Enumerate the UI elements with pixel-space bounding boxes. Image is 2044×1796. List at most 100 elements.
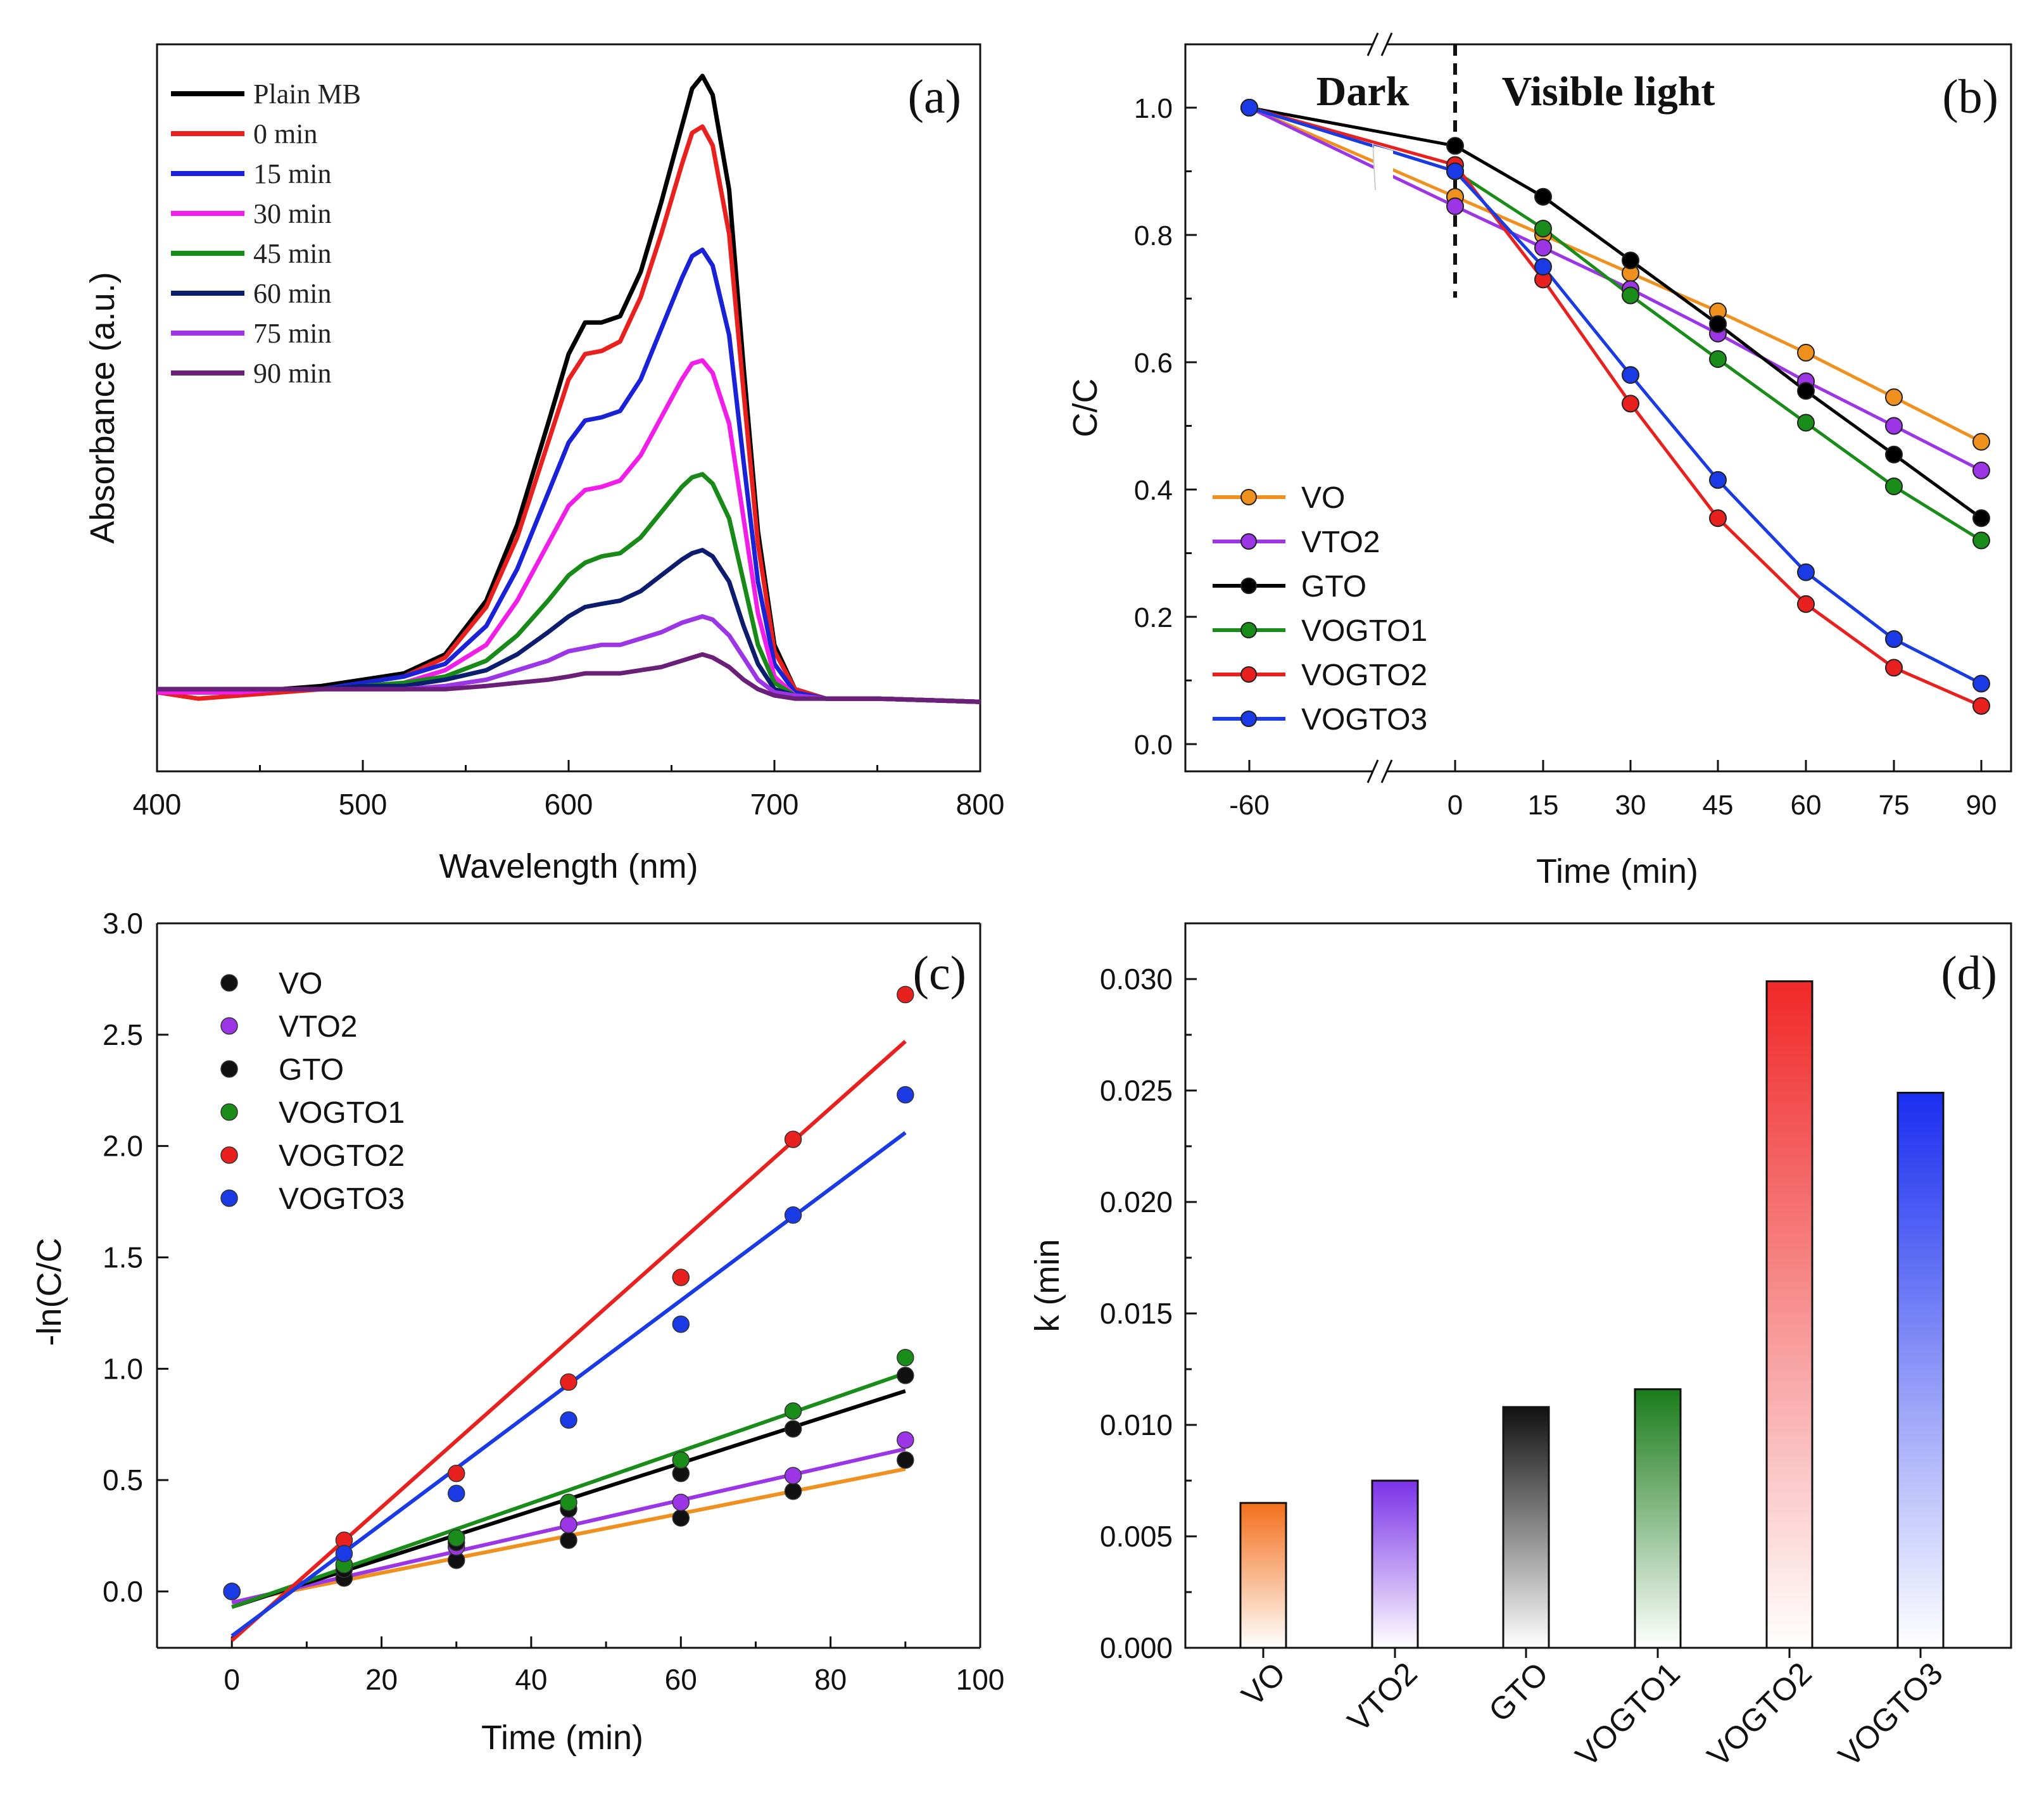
legend-label: Plain MB bbox=[253, 79, 361, 110]
legend-label: VOGTO1 bbox=[1301, 614, 1427, 648]
y-tick-label: 0.025 bbox=[1100, 1074, 1173, 1107]
data-point bbox=[1709, 509, 1727, 528]
legend-marker bbox=[220, 1017, 238, 1035]
legend-label: VO bbox=[279, 967, 322, 1001]
x-tick-label: 40 bbox=[515, 1663, 547, 1696]
panel-label: (c) bbox=[913, 947, 966, 1000]
panel-label: (b) bbox=[1942, 70, 1998, 123]
legend-label: 90 min bbox=[253, 358, 331, 389]
data-point bbox=[784, 1402, 802, 1420]
line-break-gap bbox=[1374, 146, 1393, 190]
data-point bbox=[672, 1268, 690, 1286]
legend-label: 75 min bbox=[253, 318, 331, 349]
data-point bbox=[1709, 350, 1727, 368]
data-point bbox=[1885, 477, 1903, 495]
x-tick-label: 60 bbox=[1791, 790, 1822, 821]
legend-marker bbox=[1240, 666, 1257, 683]
series-line-3 bbox=[1249, 106, 1983, 542]
legend-marker bbox=[1240, 711, 1257, 727]
data-point bbox=[1622, 395, 1639, 413]
legend-label: 60 min bbox=[253, 278, 331, 309]
x-tick-label: 90 bbox=[1966, 790, 1997, 821]
data-point bbox=[1446, 162, 1464, 180]
legend-marker bbox=[220, 1103, 238, 1121]
data-point bbox=[560, 1411, 577, 1429]
bar-vogto2 bbox=[1765, 980, 1814, 1649]
data-point bbox=[1972, 509, 1990, 528]
y-tick-label: 0.000 bbox=[1100, 1631, 1173, 1664]
panel-label: (a) bbox=[908, 70, 961, 123]
data-point bbox=[447, 1464, 465, 1483]
data-point bbox=[897, 1349, 914, 1367]
data-point bbox=[1797, 414, 1815, 432]
legend-marker bbox=[220, 1189, 238, 1207]
series-line-2 bbox=[1249, 106, 1983, 520]
data-point bbox=[672, 1493, 690, 1512]
x-tick-label: 0 bbox=[1448, 790, 1463, 821]
legend-marker bbox=[220, 974, 238, 992]
y-tick-label: 1.0 bbox=[1134, 93, 1173, 124]
series-line-5 bbox=[1249, 106, 1983, 685]
legend-label: VOGTO3 bbox=[1301, 703, 1427, 737]
x-tick-label: 45 bbox=[1703, 790, 1734, 821]
data-point bbox=[447, 1484, 465, 1503]
data-point bbox=[1972, 433, 1990, 451]
plot-frame bbox=[1184, 43, 2012, 773]
data-point bbox=[560, 1531, 577, 1549]
legend-label: VO bbox=[1301, 481, 1345, 515]
x-tick-label: 100 bbox=[956, 1663, 1005, 1696]
legend-label: VTO2 bbox=[279, 1010, 358, 1044]
data-point bbox=[784, 1206, 802, 1224]
data-point bbox=[1534, 219, 1552, 237]
series-line-1 bbox=[1248, 106, 1983, 472]
legend-label: VOGTO1 bbox=[279, 1096, 405, 1130]
y-tick-label: 0.0 bbox=[1134, 730, 1173, 761]
data-point bbox=[897, 1367, 914, 1384]
data-point bbox=[1972, 697, 1990, 715]
data-point bbox=[1534, 239, 1552, 257]
x-tick-label: 30 bbox=[1615, 790, 1646, 821]
legend-label: VTO2 bbox=[1301, 526, 1380, 559]
y-tick-label: 1.0 bbox=[103, 1352, 143, 1385]
y-tick-label: 0.020 bbox=[1100, 1186, 1173, 1218]
data-point bbox=[335, 1545, 353, 1562]
data-point bbox=[897, 985, 914, 1004]
y-tick-label: 0.015 bbox=[1100, 1297, 1173, 1330]
x-tick-label: 700 bbox=[750, 788, 799, 821]
data-point bbox=[1709, 315, 1727, 333]
x-tick-label: 500 bbox=[339, 788, 388, 821]
y-tick-label: 0.4 bbox=[1134, 475, 1173, 506]
data-point bbox=[1972, 531, 1990, 550]
x-tick-label: 600 bbox=[545, 788, 593, 821]
data-point bbox=[1797, 382, 1815, 400]
dark-annotation: Dark bbox=[1316, 68, 1410, 115]
y-tick-label: 1.5 bbox=[103, 1241, 143, 1274]
legend-marker bbox=[1240, 533, 1257, 550]
y-tick-label: 0.030 bbox=[1100, 963, 1173, 996]
y-tick-label: 0.0 bbox=[103, 1575, 143, 1608]
x-tick-label: 400 bbox=[133, 788, 182, 821]
legend-marker bbox=[1240, 489, 1257, 505]
legend-label: VOGTO2 bbox=[1301, 659, 1427, 692]
data-point bbox=[1534, 187, 1552, 206]
data-point bbox=[1446, 137, 1464, 155]
panel-label: (d) bbox=[1941, 947, 1997, 1000]
x-tick-label: 60 bbox=[665, 1663, 697, 1696]
x-tick-label: 0 bbox=[224, 1663, 240, 1696]
legend-label: 45 min bbox=[253, 238, 331, 269]
x-tick-label: 15 bbox=[1528, 790, 1559, 821]
y-tick-label: 0.005 bbox=[1100, 1520, 1173, 1553]
axis-break-mark bbox=[1380, 759, 1393, 783]
y-axis-label: -ln(C/C bbox=[30, 1238, 68, 1346]
y-axis-label: k (min bbox=[1028, 1239, 1066, 1332]
axis-break-gap bbox=[1373, 41, 1387, 48]
legend-label: GTO bbox=[279, 1053, 344, 1087]
legend-marker bbox=[220, 1146, 238, 1164]
y-tick-label: 2.5 bbox=[103, 1018, 143, 1051]
data-point bbox=[1709, 471, 1727, 489]
x-axis-label: Time (min) bbox=[1536, 852, 1698, 890]
legend-label: 0 min bbox=[253, 118, 317, 149]
data-point bbox=[1885, 417, 1903, 435]
panel-c-kinetics-chart: 0 20 40 60 80 100 0.0 0.5 1.0 1.5 2.0 2.5 3.0 Time (m… bbox=[30, 907, 1004, 1757]
data-point bbox=[672, 1315, 690, 1333]
